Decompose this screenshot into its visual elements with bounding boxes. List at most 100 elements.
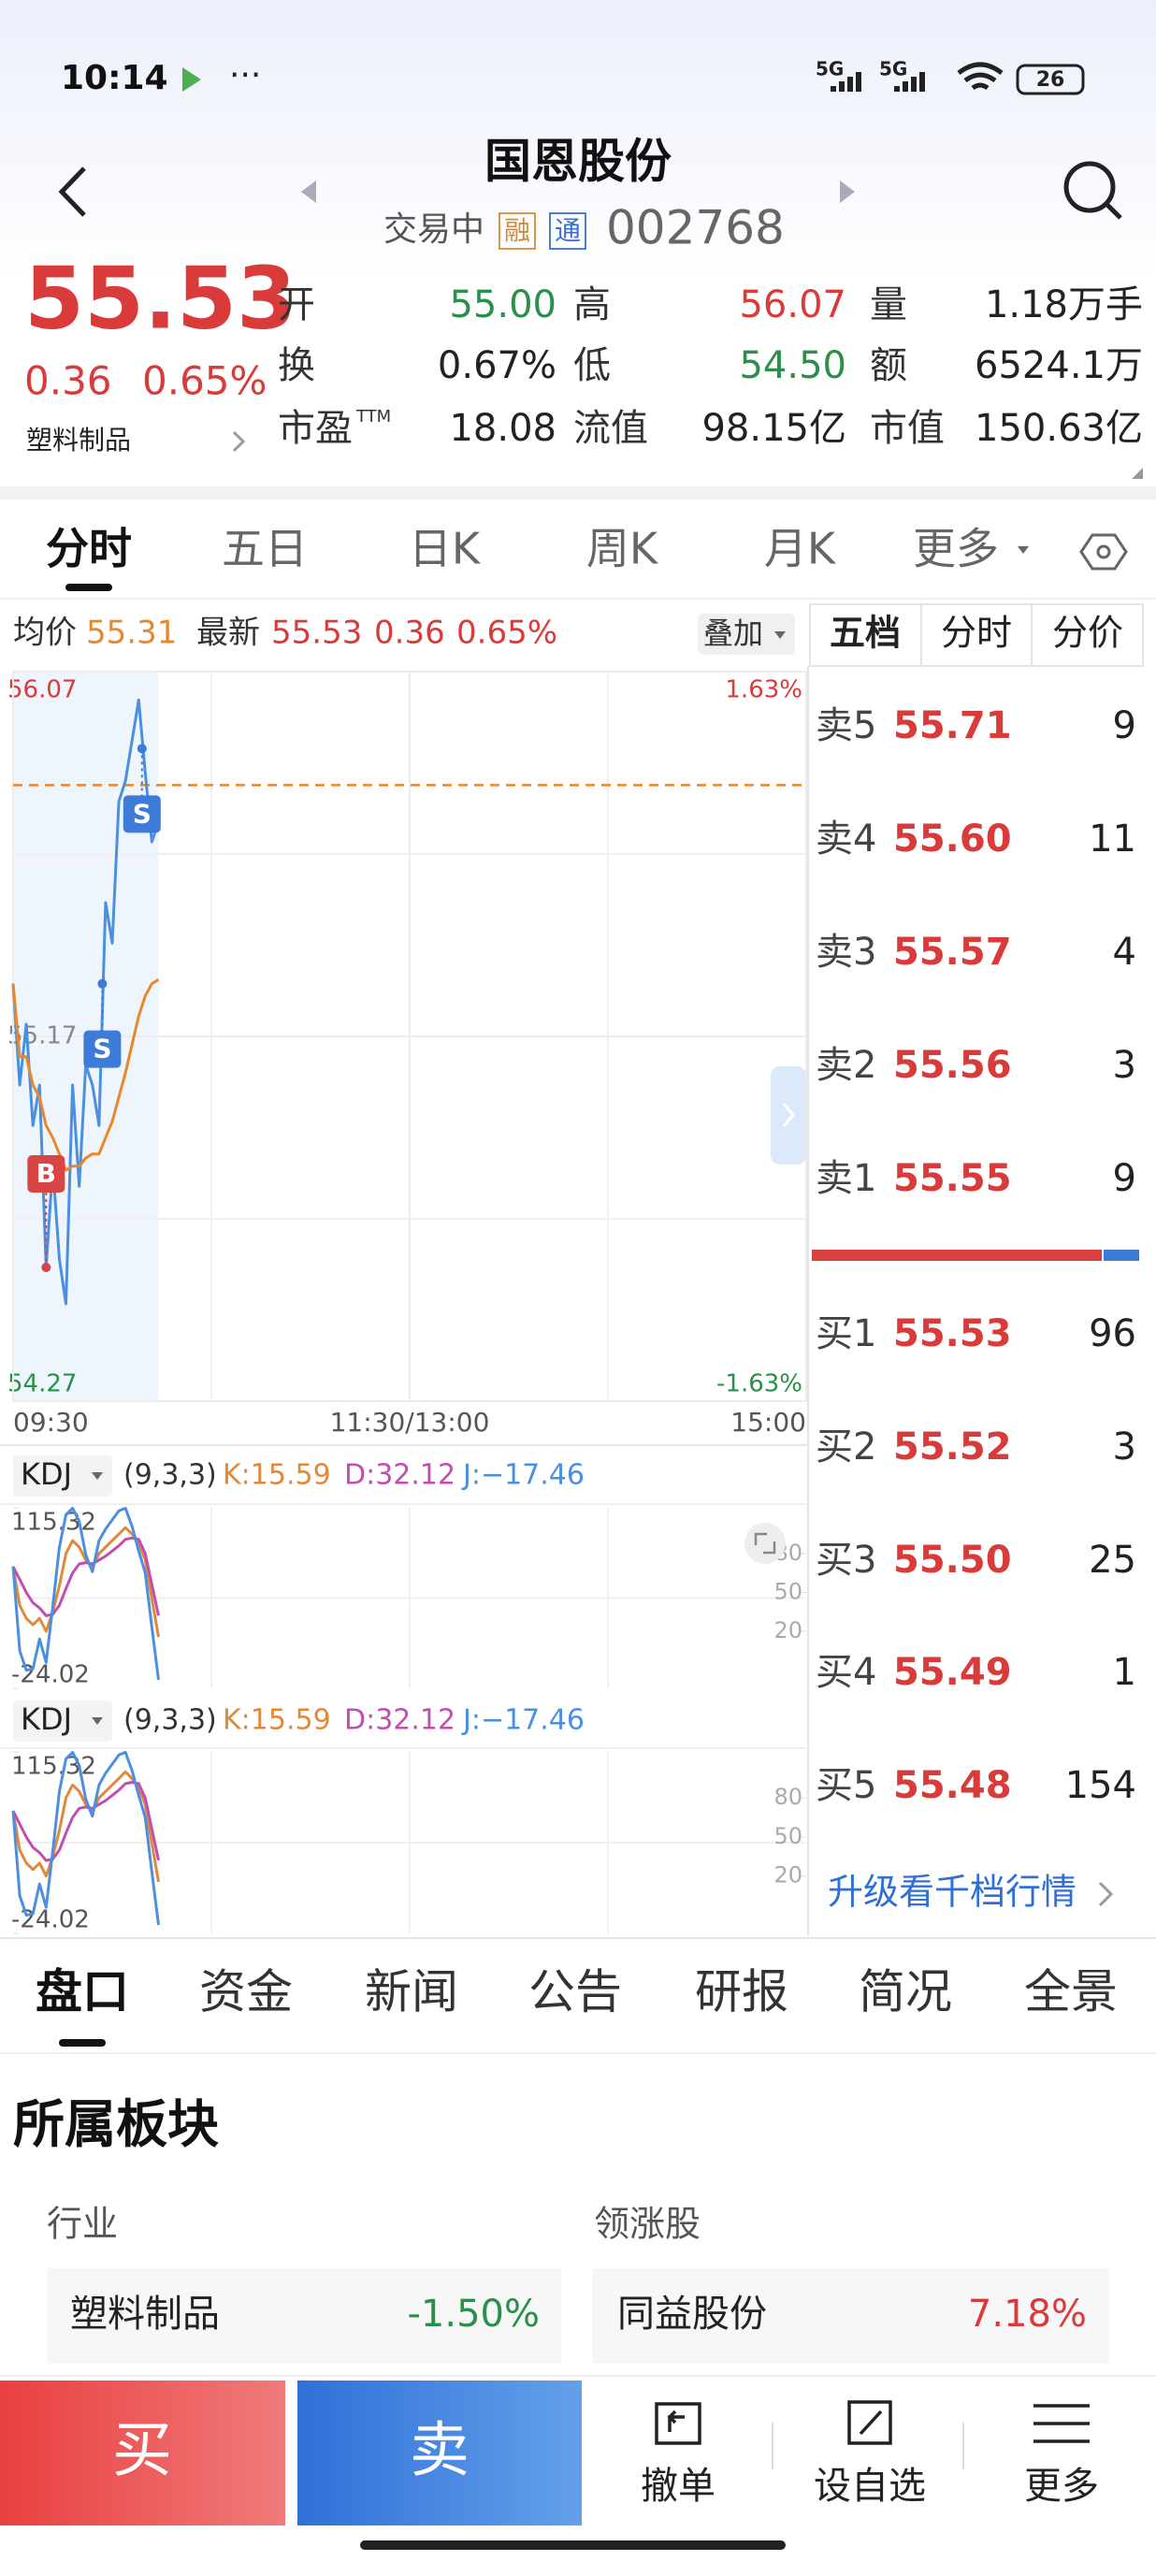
book-volume: 25: [1089, 1539, 1136, 1582]
chart-tab[interactable]: 日K: [409, 524, 482, 574]
overlay-button[interactable]: [698, 614, 795, 655]
stat-label: 额: [870, 344, 907, 387]
tab-underline: [65, 584, 112, 591]
stat-label: 换: [278, 344, 315, 387]
trade-marker[interactable]: [83, 1030, 122, 1068]
more-label: 更多: [1024, 2465, 1099, 2508]
buy-button[interactable]: [0, 2381, 285, 2525]
sell-button[interactable]: [297, 2381, 582, 2525]
legend-entry: J:−17.46: [461, 1704, 585, 1737]
book-volume: 1: [1113, 1651, 1136, 1694]
more-icon[interactable]: [1033, 2404, 1090, 2443]
section-tab[interactable]: 公告: [528, 1965, 622, 2019]
book-price: 55.57: [893, 931, 1012, 974]
settings-dot: [1096, 544, 1111, 559]
play-icon: [182, 67, 201, 92]
badge-box: [549, 212, 586, 250]
series-line: [11, 1750, 160, 1926]
trade-point: [41, 1263, 51, 1272]
industry-link[interactable]: 塑料制品: [26, 425, 131, 456]
y2-tick-label: 50: [773, 1823, 802, 1849]
corner-mark: [1132, 468, 1143, 479]
settings-icon[interactable]: [1079, 533, 1128, 571]
section-gap: [0, 486, 1156, 499]
network-1: 5G: [816, 58, 844, 80]
section-tab[interactable]: 全景: [1024, 1965, 1118, 2019]
prev-stock[interactable]: [301, 181, 316, 203]
book-tab[interactable]: 五档: [830, 613, 901, 654]
watch-icon[interactable]: [847, 2400, 892, 2445]
sell-label: 卖: [410, 2417, 470, 2486]
book-tab[interactable]: 分价: [1052, 613, 1123, 654]
network-2: 5G: [879, 58, 907, 80]
top-background: [0, 0, 1156, 281]
section-tab[interactable]: 新闻: [365, 1965, 458, 2019]
chart-tab[interactable]: 月K: [764, 524, 837, 574]
legend-entry: K:15.59: [223, 1459, 331, 1492]
expand-arrow: [782, 1103, 795, 1127]
signal-bar: [911, 77, 917, 92]
book-price: 55.53: [893, 1312, 1012, 1355]
y-tick-label: 56.07: [7, 676, 77, 704]
last-price: 55.53: [24, 248, 296, 348]
book-label: 买4: [816, 1651, 876, 1694]
dropdown-caret: [774, 631, 786, 639]
ratio-bar-buy: [1104, 1250, 1139, 1261]
y2-tick-label: 50: [773, 1578, 802, 1604]
book-label: 买1: [816, 1312, 876, 1355]
price-pct: 0.65%: [142, 358, 267, 404]
book-price: 55.50: [893, 1539, 1012, 1582]
section-tab[interactable]: 简况: [859, 1965, 952, 2019]
section-tab[interactable]: 盘口: [36, 1965, 129, 2019]
chart-tab[interactable]: 周K: [586, 524, 659, 574]
book-label: 买2: [816, 1425, 876, 1469]
leader-card[interactable]: [592, 2268, 1109, 2364]
signal-bar: [856, 72, 861, 92]
book-volume: 154: [1065, 1764, 1136, 1807]
section-tab[interactable]: 研报: [695, 1965, 788, 2019]
section-title: 所属板块: [13, 2094, 219, 2154]
chart-tab[interactable]: 五日: [222, 524, 308, 574]
avg-label: 均价: [13, 615, 77, 652]
y2-tick-label: -1.63%: [716, 1370, 802, 1398]
tab-underline: [59, 2039, 106, 2047]
book-volume: 11: [1089, 818, 1136, 861]
y2-tick-label: 1.63%: [725, 676, 802, 704]
chart-tab[interactable]: 分时: [46, 524, 132, 574]
book-label: 卖1: [816, 1157, 876, 1200]
book-label: 卖5: [816, 704, 876, 747]
y-tick-label: 115.32: [11, 1753, 96, 1781]
section-tab[interactable]: 资金: [199, 1965, 293, 2019]
home-indicator: [360, 2540, 786, 2550]
indicator-select[interactable]: [13, 1455, 112, 1497]
signal-bar: [903, 81, 908, 92]
book-price: 55.48: [893, 1764, 1012, 1807]
trade-marker[interactable]: [123, 795, 161, 833]
book-price: 55.49: [893, 1651, 1012, 1694]
trade-marker-label: S: [133, 798, 152, 829]
cancel-icon[interactable]: [655, 2402, 701, 2445]
book-price: 55.55: [893, 1157, 1012, 1200]
indicator-params: (9,3,3): [123, 1459, 217, 1492]
battery-level: 26: [1036, 68, 1065, 92]
expand-handle[interactable]: [771, 1066, 806, 1165]
search-handle: [1105, 202, 1122, 220]
avg-value: 55.31: [86, 615, 177, 652]
industry-card[interactable]: [47, 2268, 561, 2364]
book-volume: 4: [1113, 931, 1136, 974]
trade-marker[interactable]: [27, 1155, 65, 1193]
ratio-bar-sell: [812, 1250, 1102, 1261]
next-stock[interactable]: [840, 181, 855, 203]
leader-change: 7.18%: [968, 2293, 1087, 2336]
thousand-levels-link[interactable]: 升级看千档行情: [828, 1872, 1077, 1913]
indicator-name: KDJ: [21, 1701, 72, 1737]
book-tab[interactable]: 分时: [941, 613, 1012, 654]
chart-tab[interactable]: 更多: [913, 524, 999, 574]
search-button[interactable]: [1063, 161, 1116, 213]
back-button[interactable]: [58, 166, 86, 217]
indicator-select[interactable]: [13, 1700, 112, 1742]
more-dots: ···: [229, 56, 261, 94]
y-tick-label: 54.27: [7, 1370, 77, 1398]
fullscreen-button[interactable]: [744, 1523, 786, 1564]
badge-connect: 通: [555, 215, 581, 246]
